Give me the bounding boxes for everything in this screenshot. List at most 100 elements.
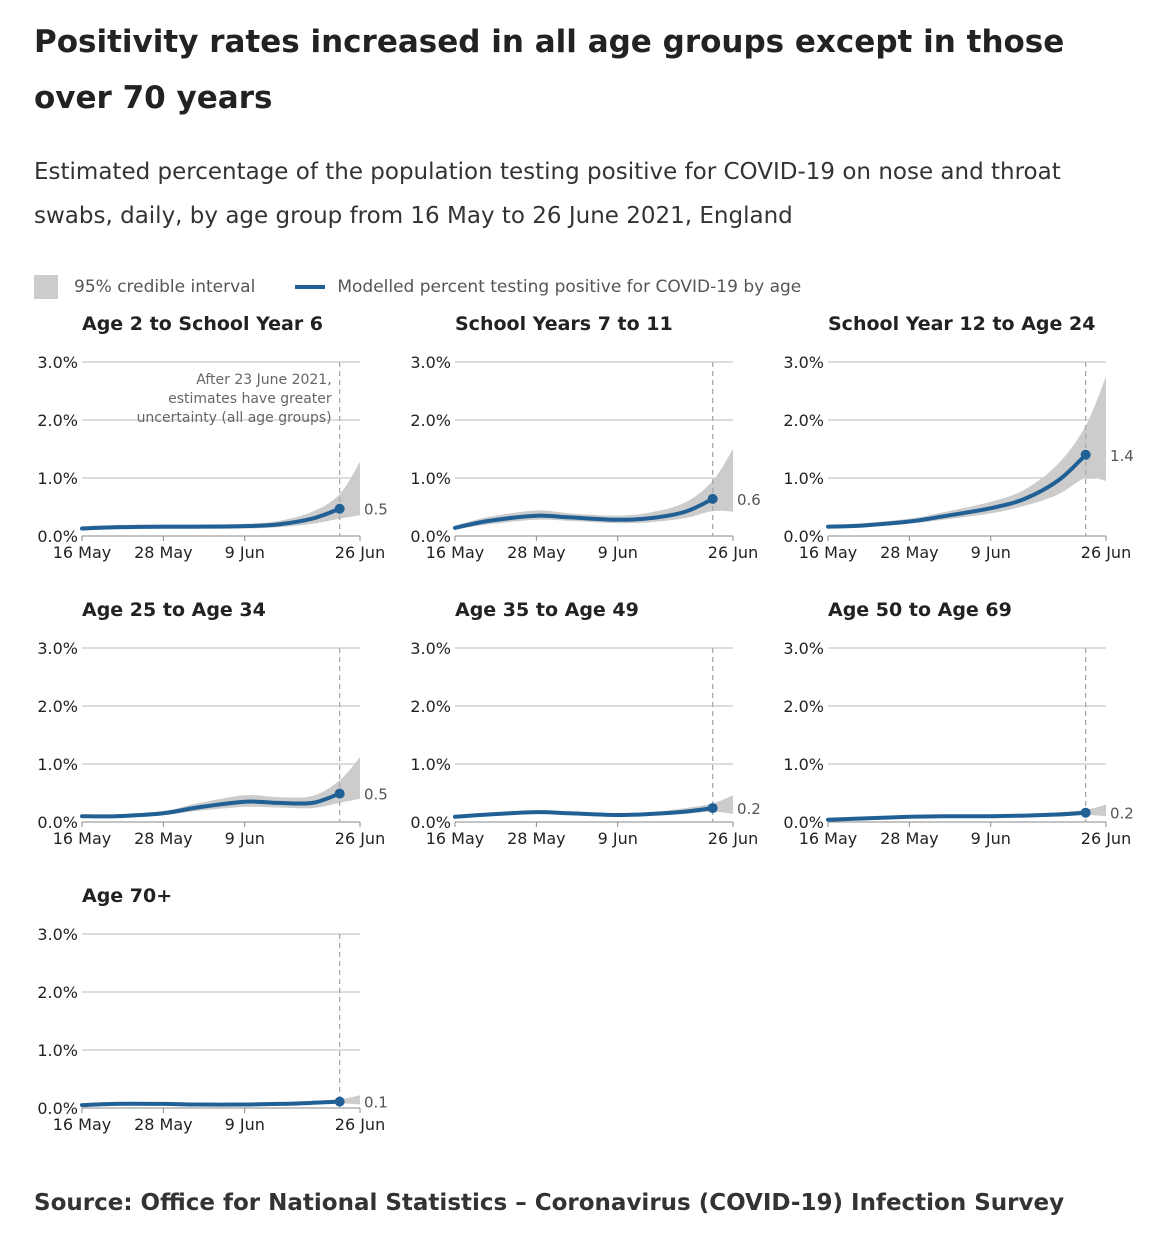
y-tick-label: 3.0% bbox=[37, 639, 78, 658]
y-tick-label: 0.0% bbox=[37, 1099, 78, 1118]
legend-label-interval: 95% credible interval bbox=[74, 277, 256, 297]
panel-title: School Year 12 to Age 24 bbox=[828, 313, 1095, 335]
y-tick-label: 3.0% bbox=[410, 353, 451, 372]
y-tick-label: 2.0% bbox=[783, 411, 824, 430]
y-tick-label: 3.0% bbox=[783, 639, 824, 658]
line-swatch bbox=[295, 285, 326, 289]
x-tick-label: 28 May bbox=[134, 1115, 193, 1134]
x-tick-label: 26 Jun bbox=[708, 829, 758, 848]
y-tick-label: 2.0% bbox=[783, 697, 824, 716]
small-multiples-chart: Age 2 to School Year 6 0.0% 1.0% 2.0% 3.0% 16… bbox=[37, 313, 1134, 1134]
x-tick-label: 26 Jun bbox=[708, 543, 758, 562]
panel-title: School Years 7 to 11 bbox=[455, 313, 673, 335]
x-tick-label: 16 May bbox=[799, 543, 858, 562]
page-title: Positivity rates increased in all age gr… bbox=[34, 24, 1065, 116]
x-tick-label: 26 Jun bbox=[335, 829, 385, 848]
y-tick-label: 1.0% bbox=[783, 755, 824, 774]
x-tick-label: 16 May bbox=[53, 829, 112, 848]
x-tick-label: 26 Jun bbox=[1081, 543, 1131, 562]
legend-item-interval: 95% credible interval bbox=[34, 275, 255, 299]
source-note: Source: Office for National Statistics –… bbox=[34, 1190, 1065, 1216]
panel-title: Age 25 to Age 34 bbox=[82, 599, 266, 621]
chart-panel: School Year 12 to Age 24 0.0% 1.0% 2.0% 3.0%… bbox=[783, 313, 1134, 562]
x-tick-label: 16 May bbox=[799, 829, 858, 848]
x-tick-label: 26 Jun bbox=[335, 543, 385, 562]
annotation-text: After 23 June 2021, bbox=[196, 372, 331, 388]
end-point bbox=[1080, 449, 1091, 460]
x-tick-label: 26 Jun bbox=[1081, 829, 1131, 848]
annotation-text: uncertainty (all age groups) bbox=[137, 410, 332, 426]
panel-title: Age 2 to School Year 6 bbox=[82, 313, 323, 335]
y-tick-label: 0.0% bbox=[37, 813, 78, 832]
x-tick-label: 28 May bbox=[134, 543, 193, 562]
y-tick-label: 0.0% bbox=[783, 527, 824, 546]
y-tick-label: 0.0% bbox=[37, 527, 78, 546]
x-tick-label: 9 Jun bbox=[971, 829, 1011, 848]
x-tick-label: 28 May bbox=[134, 829, 193, 848]
x-tick-label: 28 May bbox=[507, 543, 566, 562]
y-tick-label: 0.0% bbox=[410, 813, 451, 832]
y-tick-label: 3.0% bbox=[783, 353, 824, 372]
series-line bbox=[80, 506, 342, 531]
x-tick-label: 9 Jun bbox=[598, 829, 638, 848]
interval-swatch bbox=[34, 275, 58, 299]
y-tick-label: 2.0% bbox=[410, 697, 451, 716]
chart-panel: Age 25 to Age 34 0.0% 1.0% 2.0% 3.0% 16 May 28… bbox=[37, 599, 388, 848]
series-line bbox=[80, 791, 342, 819]
x-tick-label: 9 Jun bbox=[598, 543, 638, 562]
credible-interval-band bbox=[828, 376, 1106, 529]
series-line bbox=[453, 806, 715, 819]
x-tick-label: 9 Jun bbox=[225, 829, 265, 848]
legend-item-line: Modelled percent testing positive for CO… bbox=[295, 277, 801, 297]
legend: 95% credible interval Modelled percent t… bbox=[34, 272, 841, 302]
end-point bbox=[334, 1096, 345, 1107]
chart-panel: Age 2 to School Year 6 0.0% 1.0% 2.0% 3.0% 16… bbox=[37, 313, 388, 562]
x-tick-label: 9 Jun bbox=[971, 543, 1011, 562]
x-tick-label: 16 May bbox=[53, 543, 112, 562]
x-tick-label: 26 Jun bbox=[335, 1115, 385, 1134]
x-tick-label: 9 Jun bbox=[225, 543, 265, 562]
chart-panel: Age 50 to Age 69 0.0% 1.0% 2.0% 3.0% 16 May 28… bbox=[783, 599, 1134, 848]
series-line bbox=[453, 496, 715, 530]
y-tick-label: 1.0% bbox=[410, 755, 451, 774]
legend-label-line: Modelled percent testing positive for CO… bbox=[337, 277, 802, 297]
x-tick-label: 9 Jun bbox=[225, 1115, 265, 1134]
y-tick-label: 3.0% bbox=[410, 639, 451, 658]
x-tick-label: 28 May bbox=[880, 543, 939, 562]
series-line bbox=[80, 1099, 342, 1108]
y-tick-label: 0.0% bbox=[783, 813, 824, 832]
end-value-label: 0.2 bbox=[737, 800, 761, 818]
x-tick-label: 16 May bbox=[426, 829, 485, 848]
x-tick-label: 28 May bbox=[507, 829, 566, 848]
end-value-label: 0.1 bbox=[364, 1094, 388, 1112]
end-value-label: 0.6 bbox=[737, 491, 761, 509]
x-tick-label: 16 May bbox=[426, 543, 485, 562]
panel-title: Age 50 to Age 69 bbox=[828, 599, 1012, 621]
end-point bbox=[334, 503, 345, 514]
end-value-label: 0.5 bbox=[364, 501, 388, 519]
y-tick-label: 2.0% bbox=[37, 697, 78, 716]
end-value-label: 1.4 bbox=[1110, 447, 1134, 465]
annotation-text: estimates have greater bbox=[168, 391, 332, 407]
y-tick-label: 2.0% bbox=[37, 983, 78, 1002]
y-tick-label: 1.0% bbox=[783, 469, 824, 488]
end-point bbox=[1080, 807, 1091, 818]
series-line bbox=[826, 810, 1088, 822]
chart-panel: School Years 7 to 11 0.0% 1.0% 2.0% 3.0% 16 M… bbox=[410, 313, 761, 562]
end-value-label: 0.2 bbox=[1110, 805, 1134, 823]
end-point bbox=[707, 493, 718, 504]
end-value-label: 0.5 bbox=[364, 786, 388, 804]
y-tick-label: 1.0% bbox=[37, 755, 78, 774]
y-tick-label: 0.0% bbox=[410, 527, 451, 546]
y-tick-label: 2.0% bbox=[37, 411, 78, 430]
y-tick-label: 3.0% bbox=[37, 925, 78, 944]
chart-panel: Age 35 to Age 49 0.0% 1.0% 2.0% 3.0% 16 May 28… bbox=[410, 599, 761, 848]
chart-subtitle: Estimated percentage of the population t… bbox=[34, 159, 1061, 229]
panel-title: Age 70+ bbox=[82, 885, 172, 907]
credible-interval-band bbox=[82, 461, 360, 531]
y-tick-label: 2.0% bbox=[410, 411, 451, 430]
y-tick-label: 3.0% bbox=[37, 353, 78, 372]
series-line bbox=[826, 452, 1088, 529]
x-tick-label: 16 May bbox=[53, 1115, 112, 1134]
y-tick-label: 1.0% bbox=[410, 469, 451, 488]
